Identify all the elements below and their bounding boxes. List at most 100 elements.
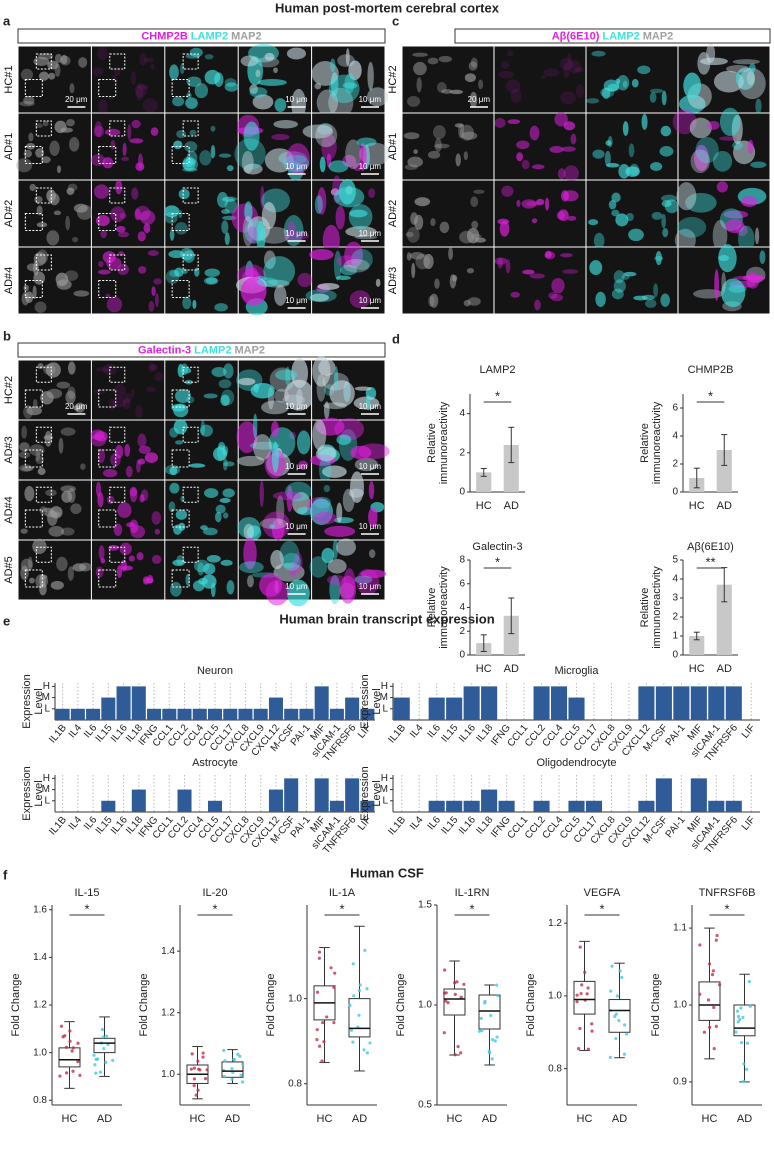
x-tick-label: AD (225, 1113, 240, 1125)
cell-signal (545, 197, 550, 211)
point-decoration (239, 1073, 243, 1077)
cell-signal (368, 507, 378, 528)
y-tick-label: H (43, 773, 50, 784)
y-tick-label: 2 (459, 447, 465, 458)
cell-signal (42, 120, 49, 127)
cell-signal (649, 92, 657, 103)
bar (360, 708, 375, 720)
cell-signal (182, 156, 196, 171)
point-decoration (575, 1000, 579, 1004)
cell-signal (622, 121, 629, 136)
cell-signal (147, 250, 159, 256)
cell-signal (121, 565, 134, 571)
cell-signal (430, 218, 436, 227)
cell-signal (48, 72, 56, 80)
chart-title: LAMP2 (479, 364, 515, 376)
bar (503, 444, 519, 492)
point-decoration (333, 971, 337, 975)
x-tick-label: HC (577, 1113, 593, 1125)
cell-signal (148, 362, 156, 373)
point-decoration (240, 1080, 245, 1084)
cell-signal (102, 468, 118, 478)
y-axis-label: Level (371, 688, 383, 714)
cell-signal (134, 208, 141, 221)
cell-signal (351, 248, 373, 271)
cell-signal (563, 62, 570, 79)
bar (116, 686, 131, 720)
cell-signal (608, 199, 617, 210)
cell-signal (574, 67, 585, 73)
x-tick-label: PAI-1 (664, 814, 688, 840)
cell-signal (712, 150, 733, 172)
cell-signal (367, 61, 374, 91)
cell-signal (256, 277, 278, 287)
point-decoration (479, 1016, 483, 1020)
cell-signal (641, 294, 655, 301)
cell-signal (117, 502, 132, 519)
cell-signal (336, 538, 356, 556)
cell-signal (223, 461, 235, 467)
point-decoration (698, 943, 702, 947)
point-decoration (590, 1029, 594, 1033)
figure-title: Human post-mortem cerebral cortex (275, 0, 500, 15)
cell-signal (585, 98, 600, 104)
point-decoration (453, 1053, 457, 1057)
cell-signal (26, 406, 42, 416)
cell-signal (282, 394, 305, 406)
point-decoration (192, 1066, 197, 1070)
point-decoration (459, 995, 463, 999)
bar (690, 778, 707, 812)
cell-signal (323, 484, 331, 493)
scale-bar-label: 10 μm (285, 162, 308, 171)
roi-box (182, 120, 199, 137)
bar (86, 708, 101, 720)
point-decoration (70, 1049, 74, 1053)
point-decoration (362, 1048, 366, 1052)
cell-signal (661, 90, 667, 106)
y-axis-label: Fold Change (265, 974, 277, 1037)
cell-signal (19, 464, 33, 472)
cell-signal (239, 561, 264, 574)
point-decoration (351, 1040, 355, 1044)
y-axis-label: Fold Change (525, 974, 537, 1037)
cell-signal (726, 65, 750, 73)
bar (101, 697, 116, 720)
cell-signal (38, 71, 49, 81)
x-tick-label: AD (717, 500, 732, 512)
cell-signal (271, 518, 285, 541)
cell-signal (220, 559, 233, 566)
bar (393, 697, 410, 720)
y-axis-label: Level (33, 688, 45, 714)
x-tick-label: AD (504, 500, 519, 512)
x-tick-label: IL15 (440, 722, 461, 744)
cell-signal (16, 158, 33, 173)
x-tick-label: IL16 (457, 814, 478, 836)
roi-box (182, 53, 199, 70)
cell-signal (94, 121, 103, 138)
point-decoration (98, 1070, 103, 1074)
bar (446, 800, 463, 812)
row-label: HC#2 (3, 376, 15, 404)
significance: * (599, 901, 604, 916)
y-tick-label: H (43, 681, 50, 692)
cell-signal (124, 443, 131, 457)
cell-signal (70, 503, 82, 514)
cell-signal (21, 466, 34, 471)
point-decoration (739, 1006, 743, 1010)
cell-signal (64, 270, 79, 281)
row-label: AD#2 (387, 200, 399, 228)
cell-signal (510, 89, 522, 104)
point-decoration (495, 983, 499, 987)
cell-signal (45, 362, 61, 378)
cell-signal (333, 250, 342, 281)
cell-signal (345, 48, 350, 66)
chart-title: Galectin-3 (472, 541, 522, 553)
cell-signal (603, 79, 619, 92)
cell-signal (259, 518, 288, 530)
significance: * (339, 901, 344, 916)
row-label: AD#1 (387, 133, 399, 161)
cell-signal (707, 120, 720, 130)
cell-signal (284, 231, 310, 241)
cell-signal (345, 139, 362, 170)
cell-signal (283, 215, 304, 247)
